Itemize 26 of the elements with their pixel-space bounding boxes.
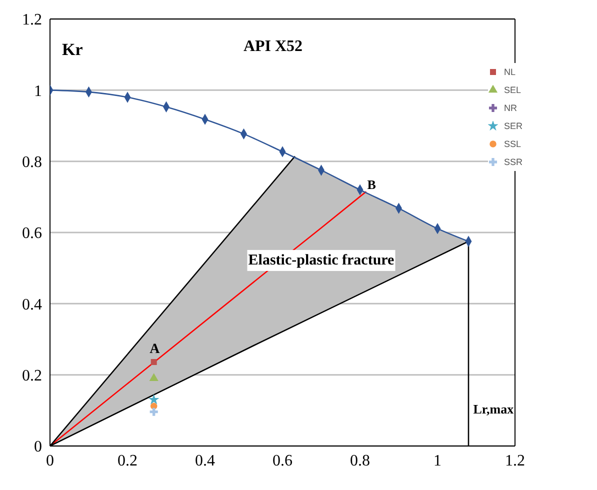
y-tick-label: 0 (34, 438, 42, 456)
y-axis-title: Kr (62, 40, 83, 60)
x-tick-label: 0.8 (350, 452, 370, 470)
annotation: Lr,max (473, 401, 514, 416)
legend-label: SER (504, 121, 523, 131)
y-tick-label: 1.2 (22, 12, 42, 29)
x-tick-label: 0.6 (272, 452, 292, 470)
legend-label: SSL (504, 139, 522, 149)
legend-label: SSR (504, 157, 523, 167)
y-tick-label: 0.2 (22, 368, 42, 385)
x-tick-label: 1.2 (505, 452, 525, 470)
y-tick-label: 0.8 (22, 154, 42, 172)
legend-label: NR (504, 103, 517, 113)
x-tick-label: 1 (434, 452, 442, 470)
legend-label: NL (504, 67, 516, 77)
annotation: Elastic-plastic fracture (248, 252, 395, 268)
y-tick-label: 0.4 (22, 296, 42, 314)
annotation: A (150, 342, 161, 358)
x-tick-label: 0 (46, 452, 54, 470)
x-tick-label: 0.2 (118, 452, 138, 470)
y-tick-label: 1 (34, 82, 42, 100)
text: API X52 (242, 38, 304, 56)
annotation: B (367, 177, 376, 192)
y-tick-label: 0.6 (22, 225, 42, 242)
x-tick-label: 0.4 (195, 452, 215, 470)
legend-label: SEL (504, 85, 522, 95)
